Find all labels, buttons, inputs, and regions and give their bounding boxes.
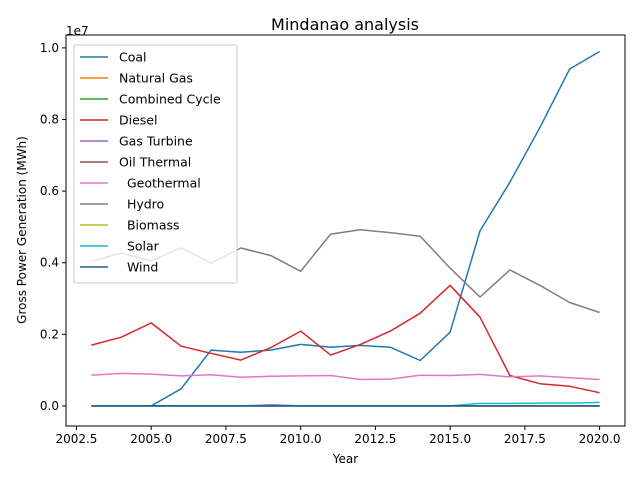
legend-label-hydro: Hydro xyxy=(119,197,164,212)
legend: Coal Natural Gas Combined Cycle Diesel Gas T… xyxy=(73,44,238,284)
series-line-geothermal xyxy=(91,372,600,381)
legend-label-geothermal: Geothermal xyxy=(119,176,201,191)
x-tick-label: 2005.0 xyxy=(130,432,172,446)
legend-label-biomass: Biomass xyxy=(119,218,180,233)
legend-box xyxy=(73,44,238,284)
y-axis: 0.0 0.2 0.4 0.6 0.8 1.0 xyxy=(40,41,66,413)
y-tick-label: 1.0 xyxy=(40,41,59,55)
x-tick-label: 2020.0 xyxy=(579,432,621,446)
legend-label-coal: Coal xyxy=(119,50,147,65)
y-axis-label: Gross Power Generation (MWh) xyxy=(15,136,29,324)
x-tick-label: 2002.5 xyxy=(55,432,97,446)
x-axis: 2002.5 2005.0 2007.5 2010.0 2012.5 2015.0 2017… xyxy=(55,426,621,446)
y-tick-label: 0.6 xyxy=(40,184,59,198)
legend-label-oil-thermal: Oil Thermal xyxy=(119,155,191,170)
x-tick-label: 2015.0 xyxy=(429,432,471,446)
y-tick-label: 0.8 xyxy=(40,113,59,127)
legend-label-gas-turbine: Gas Turbine xyxy=(119,134,193,149)
x-tick-label: 2012.5 xyxy=(354,432,396,446)
y-tick-label: 0.2 xyxy=(40,327,59,341)
legend-label-diesel: Diesel xyxy=(119,113,157,128)
x-tick-label: 2017.5 xyxy=(504,432,546,446)
legend-label-combined-cycle: Combined Cycle xyxy=(119,92,221,107)
series-line-coal xyxy=(91,50,600,407)
legend-label-solar: Solar xyxy=(119,239,160,254)
x-axis-label: Year xyxy=(332,452,358,466)
chart-title: Mindanao analysis xyxy=(271,15,419,34)
legend-label-natural-gas: Natural Gas xyxy=(119,71,193,86)
x-tick-label: 2007.5 xyxy=(205,432,247,446)
y-tick-label: 0.0 xyxy=(40,399,59,413)
x-tick-label: 2010.0 xyxy=(280,432,322,446)
legend-label-wind: Wind xyxy=(119,260,158,275)
y-tick-label: 0.4 xyxy=(40,256,59,270)
